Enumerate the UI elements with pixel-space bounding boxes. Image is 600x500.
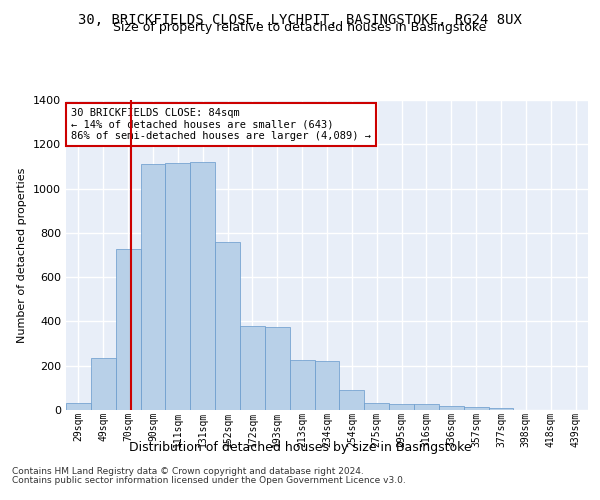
Bar (439, 406, 464, 410)
Text: 30 BRICKFIELDS CLOSE: 84sqm
← 14% of detached houses are smaller (643)
86% of se: 30 BRICKFIELDS CLOSE: 84sqm ← 14% of det… (71, 108, 371, 141)
Bar (414, 404, 439, 410)
Bar (116, 250, 140, 410)
Bar (290, 360, 314, 410)
Text: Contains public sector information licensed under the Open Government Licence v3: Contains public sector information licen… (12, 476, 406, 485)
Y-axis label: Number of detached properties: Number of detached properties (17, 168, 28, 342)
Bar (240, 326, 265, 410)
Bar (314, 361, 340, 410)
Bar (389, 404, 414, 410)
Bar (166, 163, 190, 410)
Text: Distribution of detached houses by size in Basingstoke: Distribution of detached houses by size … (128, 441, 472, 454)
Bar (190, 162, 215, 410)
Bar (488, 408, 514, 410)
Text: Size of property relative to detached houses in Basingstoke: Size of property relative to detached ho… (113, 22, 487, 35)
Bar (364, 404, 389, 410)
Bar (464, 408, 488, 410)
Bar (340, 390, 364, 410)
Bar (91, 358, 116, 410)
Text: Contains HM Land Registry data © Crown copyright and database right 2024.: Contains HM Land Registry data © Crown c… (12, 467, 364, 476)
Bar (265, 327, 290, 410)
Bar (66, 404, 91, 410)
Bar (215, 242, 240, 410)
Text: 30, BRICKFIELDS CLOSE, LYCHPIT, BASINGSTOKE, RG24 8UX: 30, BRICKFIELDS CLOSE, LYCHPIT, BASINGST… (78, 12, 522, 26)
Bar (140, 164, 166, 410)
